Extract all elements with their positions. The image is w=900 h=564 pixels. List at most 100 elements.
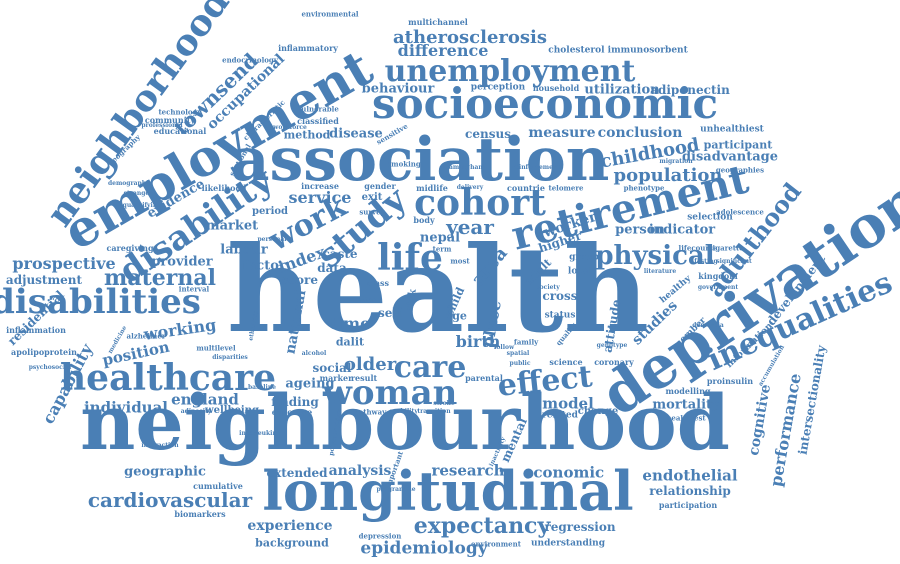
word-method: method bbox=[283, 128, 331, 142]
word-nepal: nepal bbox=[419, 230, 461, 246]
word-body: body bbox=[413, 215, 435, 225]
word-adiponectin: adiponectin bbox=[650, 83, 730, 97]
word-programme: programme bbox=[376, 486, 416, 493]
word-group: group bbox=[569, 252, 599, 263]
word-foster: foster bbox=[352, 295, 376, 305]
word-person: person bbox=[615, 222, 665, 238]
word-longitudinal: longitudinal bbox=[262, 459, 634, 523]
word-literature: literature bbox=[643, 268, 677, 275]
word-related: related bbox=[542, 410, 578, 421]
word-intersectionality: intersectionality bbox=[795, 344, 829, 456]
word-participation: participation bbox=[658, 500, 718, 510]
word-woman: woman bbox=[322, 373, 458, 413]
word-score: score bbox=[281, 273, 319, 287]
word-professional: professional bbox=[141, 122, 183, 129]
word-demographic: demographic bbox=[107, 180, 153, 187]
word-indicator: indicator bbox=[648, 222, 716, 238]
word-maternal: maternal bbox=[104, 265, 216, 291]
word-relationship: relationship bbox=[649, 484, 731, 498]
word-difference: difference bbox=[397, 41, 489, 60]
word-cardiovascular: cardiovascular bbox=[87, 488, 253, 512]
word-health: health bbox=[226, 220, 650, 359]
word-life: life bbox=[377, 237, 443, 279]
word-parental: parental bbox=[465, 373, 503, 383]
word-household: household bbox=[532, 83, 580, 93]
word-stranger: stranger bbox=[123, 190, 153, 197]
word-stroke: stroke bbox=[433, 400, 455, 407]
word-caregiving: caregiving bbox=[106, 243, 154, 253]
word-apolipoprotein: apolipoprotein bbox=[11, 347, 77, 357]
word-cholesterol: cholesterol immunosorbent bbox=[548, 45, 688, 56]
word-age: age bbox=[445, 309, 467, 323]
word-public: public bbox=[509, 360, 531, 367]
word-coronary: coronary bbox=[594, 357, 634, 367]
word-geographies: geographies bbox=[715, 165, 765, 175]
word-mortality: mortality bbox=[652, 397, 720, 413]
word-likelihood: likelihood bbox=[201, 183, 247, 193]
word-lifecourse: lifecourse bbox=[678, 243, 718, 253]
word-cross: cross bbox=[542, 289, 578, 303]
word-exposure: exposure bbox=[271, 407, 313, 417]
word-year: year bbox=[446, 215, 494, 239]
word-environmental: environmental bbox=[301, 9, 359, 19]
word-multilevel: multilevel bbox=[196, 343, 236, 353]
word-endothelial: endothelial bbox=[642, 466, 738, 485]
word-depression: depression bbox=[358, 531, 402, 541]
word-kingdom: kingdom bbox=[698, 271, 738, 281]
word-caste: caste bbox=[322, 247, 358, 261]
word-individual: individual bbox=[83, 398, 169, 417]
word-midlife: midlife bbox=[416, 183, 448, 193]
word-most: most bbox=[450, 256, 470, 266]
word-cognitive: cognitive bbox=[745, 383, 775, 457]
word-disabilities: disabilities bbox=[0, 282, 201, 322]
word-disparities: disparities bbox=[212, 354, 248, 361]
word-expectancy: expectancy bbox=[413, 513, 551, 539]
word-educational: educational bbox=[153, 126, 207, 136]
word-england: england bbox=[171, 390, 239, 409]
word-service: service bbox=[288, 188, 352, 207]
word-quantifying: quantifying bbox=[122, 202, 162, 209]
word-dalit: dalit bbox=[335, 335, 365, 349]
word-phenotype: phenotype bbox=[623, 183, 665, 193]
word-experience: experience bbox=[247, 518, 333, 534]
word-genotype: genotype bbox=[596, 342, 628, 349]
word-psychosocial: psychosocial bbox=[28, 364, 72, 371]
word-adiposity: adiposity bbox=[180, 408, 212, 415]
word-background: background bbox=[255, 536, 329, 550]
word-dementia: dementia bbox=[692, 322, 724, 329]
word-smoking: smoking bbox=[387, 159, 421, 169]
word-vulnerable: vulnerable bbox=[297, 104, 339, 114]
word-care: care bbox=[393, 350, 467, 385]
word-self: self bbox=[377, 306, 403, 320]
word-geographic: geographic bbox=[124, 464, 206, 480]
word-framingham: framingham bbox=[443, 164, 485, 171]
word-survey: survey bbox=[359, 207, 385, 217]
word-period: period bbox=[251, 206, 289, 217]
word-term: term bbox=[432, 244, 452, 254]
word-social: social bbox=[312, 361, 352, 375]
word-status: status bbox=[544, 310, 576, 321]
word-spatial: spatial bbox=[506, 350, 530, 357]
word-participant: participant bbox=[703, 138, 773, 152]
word-labour: labour bbox=[220, 242, 268, 258]
word-physical: physical bbox=[595, 241, 715, 271]
word-inflammatory: inflammatory bbox=[278, 43, 338, 53]
word-analysis: analysis bbox=[328, 463, 392, 479]
word-fasting: fasting bbox=[694, 258, 718, 265]
word-workforce: workforce bbox=[273, 124, 307, 131]
word-disease: disease bbox=[329, 126, 383, 142]
word-classified: classified bbox=[297, 116, 339, 126]
word-older: older bbox=[343, 354, 397, 375]
word-pathway: pathway bbox=[353, 407, 387, 417]
word-interleukin: interleukin bbox=[239, 430, 277, 437]
word-migration: migration bbox=[659, 158, 693, 165]
word-telomere: telomere bbox=[548, 183, 584, 193]
word-multichannel: multichannel bbox=[408, 17, 468, 27]
word-birth: birth bbox=[455, 332, 501, 351]
word-baseline: baseline bbox=[247, 384, 277, 391]
word-finding: finding bbox=[271, 395, 319, 409]
word-cumulative: cumulative bbox=[193, 481, 243, 491]
word-result: result bbox=[350, 373, 378, 383]
word-reinforcement: reinforcement bbox=[511, 164, 561, 171]
word-technology: technology bbox=[158, 107, 202, 117]
